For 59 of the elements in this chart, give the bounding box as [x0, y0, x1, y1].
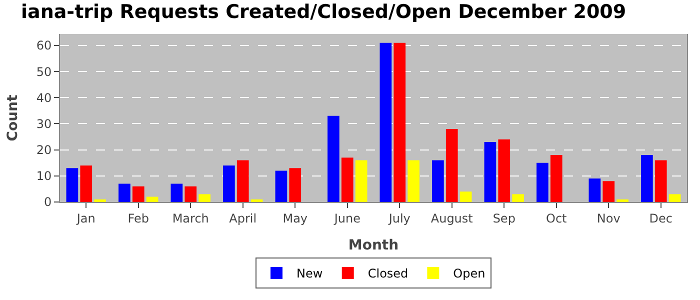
x-tick-label: Jan [76, 211, 96, 226]
x-tick-label: August [430, 211, 474, 226]
bar [446, 128, 458, 202]
x-tick-label: Feb [128, 211, 150, 226]
bar [432, 160, 444, 202]
x-axis-title: Month [348, 238, 399, 254]
y-tick-label: 40 [36, 90, 52, 105]
legend-label: Open [453, 266, 486, 281]
bar [94, 199, 106, 202]
bar [170, 184, 183, 202]
x-tick-label: March [172, 211, 209, 226]
y-tick-label: 0 [44, 195, 52, 210]
bar [536, 162, 548, 202]
bar [236, 160, 249, 202]
y-tick-label: 60 [36, 38, 52, 53]
bar [484, 142, 496, 202]
bar [616, 199, 628, 202]
legend-label: New [296, 266, 323, 281]
bar [408, 160, 420, 202]
bar [80, 165, 92, 202]
bar [118, 184, 130, 202]
bar [668, 194, 681, 202]
bar [289, 168, 302, 202]
y-tick-label: 20 [36, 143, 52, 158]
bar [328, 116, 340, 202]
bar [275, 170, 288, 202]
x-tick-label: May [282, 211, 308, 226]
x-tick-label: April [229, 211, 257, 226]
bar [184, 186, 197, 202]
x-tick-label: Dec [649, 211, 672, 226]
legend-label: Closed [368, 266, 408, 281]
y-tick-label: 10 [36, 169, 52, 184]
bar [380, 42, 392, 202]
bar [198, 194, 210, 202]
x-tick-label: Sep [492, 211, 516, 226]
bar [341, 158, 354, 202]
x-tick-label: June [333, 211, 360, 226]
bar [66, 168, 78, 202]
bar [602, 181, 615, 202]
bar [512, 194, 524, 202]
bar [250, 199, 263, 202]
bar [498, 139, 510, 202]
bar [460, 192, 472, 202]
chart-title: iana-trip Requests Created/Closed/Open December 2009 [21, 0, 626, 23]
bar [588, 178, 601, 202]
x-tick-label: July [388, 211, 410, 226]
y-axis-title: Count [4, 94, 21, 142]
bar [146, 196, 158, 202]
bar [394, 42, 406, 202]
bar [550, 155, 562, 202]
bar [132, 186, 144, 202]
bar [654, 160, 667, 202]
bar [641, 155, 653, 202]
x-tick-label: Oct [546, 211, 568, 226]
bar [355, 160, 368, 202]
x-tick-label: Nov [596, 211, 620, 226]
bar [223, 165, 235, 202]
y-tick-label: 30 [36, 116, 52, 131]
y-tick-label: 50 [36, 64, 52, 79]
